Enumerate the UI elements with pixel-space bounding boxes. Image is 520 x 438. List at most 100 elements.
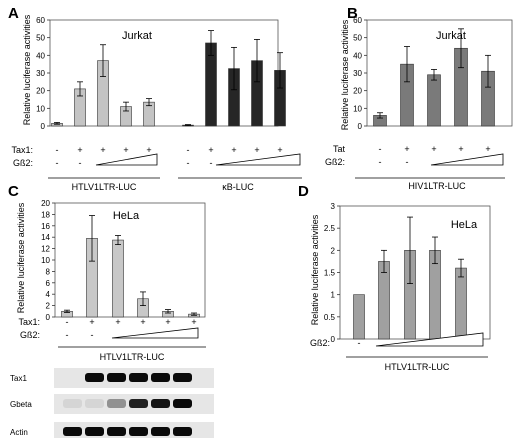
y-tick-label: 0 [331, 335, 336, 344]
y-axis-label: Relative luciferase activities [16, 202, 26, 313]
y-tick-label: 0 [46, 313, 51, 322]
reporter-label: HTLV1LTR-LUC [72, 182, 137, 192]
blot-band [129, 427, 148, 436]
condition-mark: - [66, 330, 69, 340]
dose-triangle [95, 153, 158, 166]
blot-band [173, 427, 192, 436]
condition-mark: + [146, 145, 151, 155]
cell-line-label: Jurkat [436, 30, 466, 42]
cell-line-label: Jurkat [122, 30, 152, 42]
blot-band [63, 399, 82, 408]
y-tick-label: 0 [41, 122, 46, 131]
dose-triangle [215, 153, 301, 166]
y-tick-label: 12 [41, 245, 50, 254]
blot-band [63, 427, 82, 436]
y-tick-label: 40 [36, 51, 45, 60]
reporter-label: HIV1LTR-LUC [408, 181, 466, 191]
blot-band [107, 399, 126, 408]
panel-letter: B [347, 5, 358, 22]
panel-letter: C [8, 183, 19, 200]
condition-label: Gß2: [20, 330, 40, 340]
y-tick-label: 1 [331, 291, 336, 300]
condition-mark: + [485, 144, 490, 154]
condition-label: Tax1: [18, 317, 40, 327]
blot-band [107, 373, 126, 382]
panel-c: C 0 2 4 6 8 10 12 14 16 18 20 Relative luciferase ac… [8, 183, 214, 438]
y-tick-label: 50 [353, 34, 362, 43]
y-tick-label: 2 [46, 302, 51, 311]
condition-mark: - [406, 157, 409, 167]
bar [455, 267, 467, 340]
blot-band [151, 399, 170, 408]
y-tick-label: 3 [331, 202, 336, 211]
reporter-label: HTLV1LTR-LUC [385, 362, 450, 372]
reporter-label: κB-LUC [222, 182, 254, 192]
condition-mark: + [277, 145, 282, 155]
blot-band [173, 399, 192, 408]
bar [378, 261, 390, 340]
y-tick-label: 6 [46, 279, 51, 288]
y-tick-label: 10 [36, 104, 45, 113]
condition-mark: + [458, 144, 463, 154]
blot-label: Gbeta [10, 400, 32, 409]
condition-mark: + [140, 317, 145, 327]
condition-mark: + [404, 144, 409, 154]
blot-band [151, 427, 170, 436]
blot-band [129, 373, 148, 382]
panel-letter: D [298, 183, 309, 200]
condition-mark: - [379, 157, 382, 167]
y-tick-label: 2.5 [324, 224, 336, 233]
condition-mark: + [165, 317, 170, 327]
condition-label: Gß2: [325, 157, 345, 167]
y-tick-label: 16 [41, 222, 50, 231]
condition-mark: + [123, 145, 128, 155]
y-tick-label: 18 [41, 210, 50, 219]
condition-mark: + [115, 317, 120, 327]
blot-band [129, 399, 148, 408]
condition-mark: - [187, 158, 190, 168]
y-tick-label: 20 [36, 87, 45, 96]
condition-mark: - [56, 158, 59, 168]
condition-label: Gß2: [310, 338, 330, 348]
y-tick-label: 8 [46, 267, 51, 276]
condition-label: Gß2: [13, 158, 33, 168]
condition-mark: + [191, 317, 196, 327]
condition-mark: - [358, 338, 361, 348]
condition-mark: - [79, 158, 82, 168]
panel-d: D 0 0.5 1 1.5 2 2.5 3 Relative luciferase activi… [298, 183, 491, 372]
condition-mark: - [210, 158, 213, 168]
condition-mark: + [254, 145, 259, 155]
y-tick-label: 2 [331, 246, 336, 255]
condition-mark: - [91, 330, 94, 340]
condition-mark: + [208, 145, 213, 155]
condition-label: Tax1: [11, 145, 33, 155]
y-axis-label: Relative luciferase activities [340, 19, 350, 130]
y-tick-label: 4 [46, 290, 51, 299]
y-tick-label: 40 [353, 51, 362, 60]
y-tick-label: 20 [353, 87, 362, 96]
dose-triangle [375, 332, 484, 347]
y-tick-label: 50 [36, 34, 45, 43]
blot-label: Tax1 [10, 374, 27, 383]
bar [353, 294, 365, 340]
y-axis-label: Relative luciferase activities [22, 14, 32, 125]
y-tick-label: 14 [41, 233, 50, 242]
y-tick-label: 30 [353, 69, 362, 78]
blot-label: Actin [10, 428, 28, 437]
blot-band [85, 427, 104, 436]
y-tick-label: 20 [41, 199, 50, 208]
panel-a: A 0 10 20 30 40 50 60 Relative luciferase activi… [8, 5, 302, 192]
condition-mark: + [100, 145, 105, 155]
reporter-label: HTLV1LTR-LUC [100, 352, 165, 362]
blot-band [107, 427, 126, 436]
y-tick-label: 0.5 [324, 313, 336, 322]
dose-triangle [111, 327, 199, 339]
y-axis-label: Relative luciferase activities [310, 214, 320, 325]
dose-triangle [430, 153, 504, 166]
condition-mark: - [187, 145, 190, 155]
condition-mark: + [89, 317, 94, 327]
y-tick-label: 10 [353, 104, 362, 113]
cell-line-label: HeLa [451, 219, 478, 231]
panel-letter: A [8, 5, 19, 22]
